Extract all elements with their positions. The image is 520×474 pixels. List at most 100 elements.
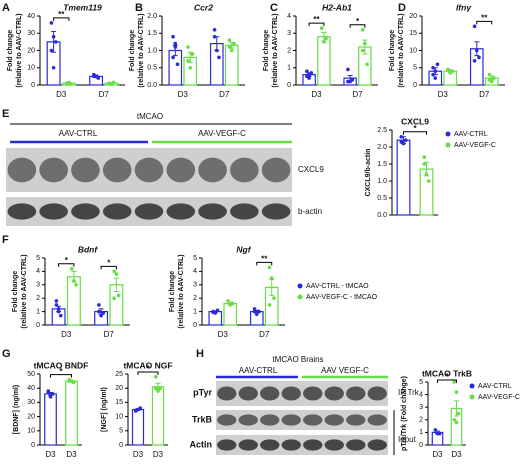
blot-strip-lane bbox=[230, 203, 259, 220]
significance-label: * bbox=[445, 372, 449, 381]
data-point bbox=[435, 62, 440, 67]
data-point bbox=[433, 69, 438, 73]
y-axis-label: CXCL9/b-actin bbox=[365, 149, 372, 197]
data-point bbox=[433, 76, 438, 80]
x-tick-label: D3 bbox=[61, 330, 72, 339]
y-tick-label: 15 bbox=[115, 399, 123, 406]
data-point bbox=[211, 310, 215, 315]
bar bbox=[66, 276, 81, 326]
data-point bbox=[422, 162, 427, 166]
blot-strip-lane bbox=[166, 157, 196, 183]
y-tick-label: 0 bbox=[193, 322, 197, 329]
significance-label: * bbox=[59, 367, 63, 376]
data-point bbox=[51, 65, 56, 70]
blot-strip-lane bbox=[198, 203, 227, 220]
blot-strip-lane bbox=[281, 439, 301, 451]
panel-label: B bbox=[135, 2, 143, 14]
bar bbox=[65, 380, 78, 446]
data-point bbox=[227, 38, 232, 42]
blot-strip-lane bbox=[217, 414, 237, 426]
data-point bbox=[186, 45, 190, 49]
blot-header: tMCAO bbox=[137, 112, 163, 121]
significance-label: * bbox=[146, 364, 150, 373]
significance-bracket bbox=[137, 371, 159, 375]
y-tick-label: 3 bbox=[287, 30, 291, 37]
legend-marker bbox=[445, 142, 451, 148]
data-point bbox=[173, 41, 178, 46]
significance-label: ** bbox=[313, 15, 320, 24]
y-axis-label: (relative to AAV-CTRL) bbox=[178, 254, 185, 328]
data-point bbox=[399, 140, 404, 144]
data-point bbox=[217, 55, 221, 60]
y-tick-label: 2.0 bbox=[147, 13, 157, 20]
data-point bbox=[96, 76, 101, 80]
chart-title: Ngf bbox=[236, 244, 251, 254]
y-tick-label: 40 bbox=[27, 385, 35, 392]
x-tick-label: D3 bbox=[218, 330, 229, 339]
y-tick-label: 5 bbox=[36, 255, 40, 262]
legend-marker bbox=[469, 383, 475, 389]
data-point bbox=[433, 428, 438, 432]
y-tick-label: 30 bbox=[27, 399, 35, 406]
significance-bracket bbox=[308, 22, 325, 27]
y-tick-label: 4 bbox=[287, 13, 291, 20]
chart-title: tMCAO NGF bbox=[123, 360, 172, 370]
y-axis-label: Fold change bbox=[389, 30, 396, 71]
y-tick-label: 0 bbox=[287, 82, 291, 89]
blot-side-label: Input bbox=[398, 435, 417, 444]
blot-band-label: TrkB bbox=[192, 414, 213, 424]
blot-header: tMCAO Brains bbox=[272, 355, 323, 364]
data-point bbox=[59, 313, 63, 318]
data-point bbox=[456, 411, 461, 416]
y-tick-label: 0 bbox=[31, 82, 35, 89]
chart-title: H2-Ab1 bbox=[322, 2, 352, 12]
data-point bbox=[49, 48, 54, 53]
data-point bbox=[134, 409, 138, 413]
y-tick-label: 0 bbox=[413, 82, 417, 89]
data-point bbox=[454, 420, 459, 425]
y-tick-label: 4 bbox=[193, 268, 197, 275]
data-point bbox=[101, 311, 106, 315]
error-bar bbox=[187, 51, 193, 64]
data-point bbox=[232, 41, 236, 46]
significance-bracket bbox=[437, 379, 457, 383]
error-bar bbox=[454, 400, 459, 417]
blot-group: AAV-CTRL bbox=[239, 366, 278, 375]
legend-label: AAV-VEGF-C bbox=[454, 142, 496, 149]
blot-strip-lane bbox=[134, 157, 164, 183]
blot-strip-lane bbox=[102, 203, 132, 220]
y-tick-label: 10 bbox=[27, 428, 35, 435]
y-tick-label: 10 bbox=[409, 47, 417, 54]
x-tick-label: D3 bbox=[451, 450, 462, 459]
y-tick-label: 3 bbox=[193, 282, 197, 289]
chart-title: tMCAO BNDF bbox=[34, 360, 89, 370]
y-tick-label: 5 bbox=[193, 255, 197, 262]
data-point bbox=[452, 380, 457, 384]
bar bbox=[317, 36, 331, 86]
blot-band-label: CXCL9 bbox=[298, 165, 324, 174]
blot-strip-lane bbox=[238, 439, 258, 451]
blot-strip-lane bbox=[281, 386, 301, 401]
significance-bracket bbox=[256, 261, 273, 266]
y-tick-label: 20 bbox=[115, 385, 123, 392]
y-tick-label: 2.5 bbox=[377, 127, 387, 134]
y-tick-label: 15 bbox=[409, 30, 417, 37]
data-point bbox=[212, 34, 217, 39]
data-point bbox=[50, 392, 55, 396]
blot-group: AAV VEGF-C bbox=[321, 366, 369, 375]
blot-group: AAV-VEGF-C bbox=[198, 129, 246, 138]
chart-title: tMCAO TrkB bbox=[422, 368, 472, 378]
y-tick-label: 10 bbox=[115, 413, 123, 420]
blot-strip bbox=[216, 435, 388, 455]
y-tick-label: 0 bbox=[419, 442, 423, 449]
y-tick-label: 1.0 bbox=[147, 47, 157, 54]
blot-strip-lane bbox=[71, 157, 100, 183]
y-axis-label: (relative to AAV-CTRL) bbox=[21, 254, 28, 328]
significance-bracket bbox=[53, 17, 70, 21]
legend-label: AAV-CTRL - tMCAO bbox=[306, 283, 369, 290]
panel-label: C bbox=[270, 2, 278, 14]
blot-band-label: pTyr bbox=[193, 387, 212, 397]
x-tick-label: D3 bbox=[438, 90, 449, 99]
data-point bbox=[399, 135, 404, 139]
